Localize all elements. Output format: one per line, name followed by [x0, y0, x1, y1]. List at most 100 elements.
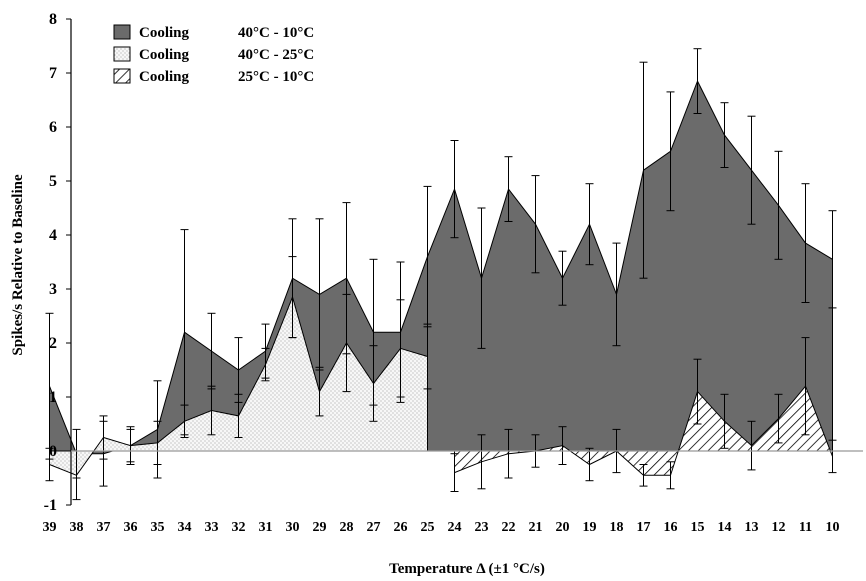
x-ticks: 39 38 37 36 35 34 33 32 31 30 29 28 27 26 25 24 23 22 21 20… [43, 520, 840, 535]
error-bar [369, 345, 378, 422]
x-tick-label: 12 [772, 520, 786, 535]
x-tick-label: 18 [610, 520, 624, 535]
error-bar [180, 404, 189, 438]
y-tick-label: -1 [44, 497, 57, 514]
legend-swatch-3 [113, 68, 131, 84]
error-bar [342, 293, 351, 393]
error-bar [99, 415, 108, 460]
x-tick-label: 27 [367, 520, 381, 535]
y-tick-label: 0 [49, 443, 57, 460]
series-area-1 [49, 79, 833, 455]
y-tick-label: 5 [49, 173, 57, 190]
error-bar [801, 337, 810, 436]
error-bar [585, 183, 594, 266]
y-axis-title: Spikes/s Relative to Baseline [10, 174, 26, 356]
x-tick-label: 13 [745, 520, 759, 535]
legend-range: 40°C - 25°C [238, 47, 314, 63]
legend-label: Cooling [139, 25, 190, 41]
error-bars [45, 48, 837, 501]
x-tick-label: 25 [421, 520, 435, 535]
x-tick-label: 34 [178, 520, 192, 535]
x-tick-label: 35 [151, 520, 165, 535]
x-tick-label: 33 [205, 520, 219, 535]
error-bar [693, 358, 702, 425]
plot-areas [49, 79, 833, 476]
error-bar [126, 426, 135, 465]
error-bar [639, 464, 648, 487]
y-tick-label: 3 [49, 281, 57, 298]
x-tick-label: 36 [124, 520, 138, 535]
error-bar [288, 256, 297, 339]
x-tick-label: 14 [718, 520, 732, 535]
error-bar [234, 393, 243, 438]
error-bar [450, 453, 459, 492]
legend-label: Cooling [139, 47, 190, 63]
axes [70, 19, 863, 505]
y-ticks: -1 0 1 2 3 4 5 6 7 8 [44, 11, 71, 514]
x-tick-label: 17 [637, 520, 651, 535]
error-bar [720, 102, 729, 168]
x-tick-label: 10 [826, 520, 840, 535]
y-tick-label: 4 [49, 227, 57, 244]
x-tick-label: 38 [70, 520, 84, 535]
error-bar [477, 207, 486, 349]
x-tick-label: 31 [259, 520, 273, 535]
error-bar [396, 299, 405, 398]
x-tick-label: 30 [286, 520, 300, 535]
series-area-2 [49, 295, 428, 476]
error-bar [666, 461, 675, 490]
x-tick-label: 22 [502, 520, 516, 535]
error-bar [450, 140, 459, 239]
y-tick-label: 6 [49, 119, 57, 136]
error-bar [585, 447, 594, 482]
error-bar [153, 420, 162, 465]
x-tick-label: 19 [583, 520, 597, 535]
error-bar [774, 150, 783, 260]
x-tick-label: 32 [232, 520, 246, 535]
x-tick-label: 16 [664, 520, 678, 535]
error-bar [747, 420, 756, 471]
x-tick-label: 21 [529, 520, 543, 535]
error-bar [315, 366, 324, 417]
error-bar [801, 183, 810, 303]
legend-range: 40°C - 10°C [238, 25, 314, 41]
error-bar [828, 439, 837, 474]
error-bar [612, 242, 621, 347]
error-bar [423, 323, 432, 390]
x-tick-label: 23 [475, 520, 489, 535]
x-axis-title: Temperature Δ (±1 °C/s) [389, 561, 545, 577]
legend-range: 25°C - 10°C [238, 69, 314, 85]
error-bar [828, 210, 837, 309]
error-bar [45, 447, 54, 482]
error-bar [774, 393, 783, 444]
series-area-3 [454, 385, 833, 476]
error-bar [720, 393, 729, 449]
y-tick-label: 8 [49, 11, 57, 28]
error-bar [558, 250, 567, 306]
x-tick-label: 24 [448, 520, 462, 535]
y-tick-label: 1 [49, 389, 57, 406]
legend-swatch-2 [113, 46, 131, 62]
error-bar [531, 175, 540, 274]
x-tick-label: 29 [313, 520, 327, 535]
error-bar [207, 385, 216, 436]
x-tick-label: 20 [556, 520, 570, 535]
error-bar [558, 426, 567, 465]
error-bar [477, 434, 486, 490]
error-bar [504, 156, 513, 222]
y-tick-label: 2 [49, 335, 57, 352]
y-tick-label: 7 [49, 65, 57, 82]
error-bar [261, 347, 270, 382]
error-bar [504, 428, 513, 479]
x-tick-label: 11 [799, 520, 812, 535]
error-bar [693, 48, 702, 114]
error-bar [666, 91, 675, 212]
legend-swatch-1 [113, 24, 131, 40]
x-tick-label: 28 [340, 520, 354, 535]
legend-label: Cooling [139, 69, 190, 85]
x-tick-label: 15 [691, 520, 705, 535]
x-tick-label: 37 [97, 520, 111, 535]
x-tick-label: 39 [43, 520, 57, 535]
error-bar [639, 61, 648, 279]
